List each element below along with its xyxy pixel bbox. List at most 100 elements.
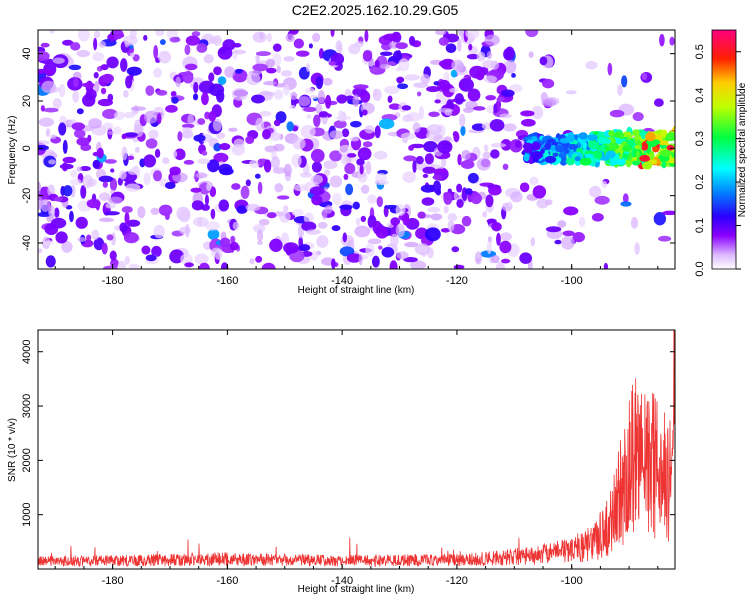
heatmap-cell <box>405 218 420 230</box>
heatmap-cell <box>291 209 304 217</box>
heatmap-cell <box>563 148 570 155</box>
heatmap-cell <box>40 105 45 112</box>
heatmap-cell <box>158 50 172 64</box>
heatmap-cell <box>531 141 541 151</box>
heatmap-cell <box>104 211 120 216</box>
spectrogram-y-label: Frequency (Hz) <box>7 116 18 185</box>
heatmap-cell <box>193 134 206 142</box>
heatmap-cell <box>230 235 236 244</box>
heatmap-cell <box>127 155 135 161</box>
heatmap-cell <box>354 40 365 48</box>
heatmap-cell <box>622 131 632 138</box>
heatmap-cell <box>197 118 206 125</box>
heatmap-cell <box>652 146 659 153</box>
y-tick-label: -20 <box>21 188 33 204</box>
heatmap-cell <box>587 134 598 141</box>
snr-panel: -180 -160 -140 -120 -100 1000 2000 3000 4000 He… <box>7 329 676 595</box>
heatmap-cell <box>305 63 310 72</box>
heatmap-cell <box>180 253 193 265</box>
heatmap-cell <box>530 151 543 160</box>
heatmap-cell <box>259 110 272 117</box>
heatmap-cell <box>531 136 538 142</box>
heatmap-cell <box>491 221 502 232</box>
heatmap-cell <box>461 149 471 160</box>
heatmap-cell <box>316 235 329 248</box>
heatmap-cell <box>387 95 393 103</box>
x-tick-label: -120 <box>446 275 468 287</box>
heatmap-cell <box>364 30 369 43</box>
heatmap-cell <box>179 226 191 235</box>
heatmap-cell <box>315 103 323 115</box>
heatmap-cell <box>38 68 49 74</box>
heatmap-cell <box>310 148 325 163</box>
heatmap-cell <box>267 32 272 43</box>
heatmap-cell <box>309 186 325 196</box>
heatmap-cell <box>143 172 151 186</box>
heatmap-cell <box>375 173 387 183</box>
heatmap-cell <box>635 150 640 159</box>
heatmap-cell <box>346 153 357 158</box>
heatmap-cell <box>252 31 267 43</box>
heatmap-cell <box>255 255 263 263</box>
heatmap-cell <box>354 225 371 238</box>
heatmap-cell <box>520 118 536 127</box>
heatmap-cell <box>379 51 393 56</box>
heatmap-cell <box>191 200 204 211</box>
x-tick-label: -160 <box>216 275 238 287</box>
heatmap-cell <box>130 106 146 111</box>
heatmap-cell <box>283 205 289 212</box>
heatmap-cell <box>75 216 88 229</box>
heatmap-cell <box>96 147 104 159</box>
heatmap-cell <box>263 159 272 173</box>
heatmap-cell <box>126 219 141 227</box>
heatmap-cell <box>208 110 217 122</box>
heatmap-cell <box>102 122 114 131</box>
colorbar-tick-label: 0.2 <box>694 174 706 189</box>
heatmap-cell <box>342 232 348 243</box>
heatmap-cell <box>249 159 260 169</box>
heatmap-cell <box>54 207 60 218</box>
heatmap-cell <box>185 35 201 46</box>
heatmap-cell <box>86 234 92 241</box>
x-tick-label: -140 <box>331 275 353 287</box>
heatmap-cell <box>236 205 248 214</box>
heatmap-cell <box>500 258 511 264</box>
heatmap-cell <box>77 237 87 242</box>
heatmap-cell <box>554 239 562 245</box>
heatmap-cell <box>593 151 603 160</box>
heatmap-cell <box>119 222 128 233</box>
heatmap-cell <box>538 140 545 145</box>
heatmap-cell <box>322 77 333 86</box>
heatmap-cell <box>359 164 364 175</box>
heatmap-cell <box>381 246 395 258</box>
heatmap-cell <box>82 82 95 88</box>
heatmap-cell <box>312 32 321 43</box>
heatmap-cell <box>273 119 281 127</box>
heatmap-cell <box>447 213 458 222</box>
heatmap-cell <box>143 154 157 168</box>
heatmap-cell <box>536 198 549 209</box>
heatmap-cell <box>601 180 608 189</box>
heatmap-cell <box>197 158 211 165</box>
heatmap-cell <box>153 45 159 60</box>
heatmap-cell <box>428 111 440 118</box>
heatmap-cell <box>82 93 96 107</box>
heatmap-cell <box>531 105 544 120</box>
heatmap-cell <box>299 244 311 252</box>
heatmap-cell <box>451 59 464 71</box>
heatmap-cell <box>300 124 316 139</box>
heatmap-cell <box>483 144 489 152</box>
heatmap-cell <box>438 59 454 68</box>
heatmap-cell <box>362 50 373 62</box>
heatmap-cell <box>210 208 216 220</box>
heatmap-cell <box>240 185 250 199</box>
heatmap-cell <box>591 213 604 222</box>
heatmap-cell <box>272 167 287 174</box>
heatmap-cell <box>92 159 101 169</box>
heatmap-cell <box>218 199 230 212</box>
heatmap-cell <box>329 175 343 188</box>
heatmap-cell <box>68 64 82 71</box>
heatmap-cell <box>155 30 165 37</box>
heatmap-cell <box>507 201 513 208</box>
heatmap-cell <box>404 74 421 81</box>
